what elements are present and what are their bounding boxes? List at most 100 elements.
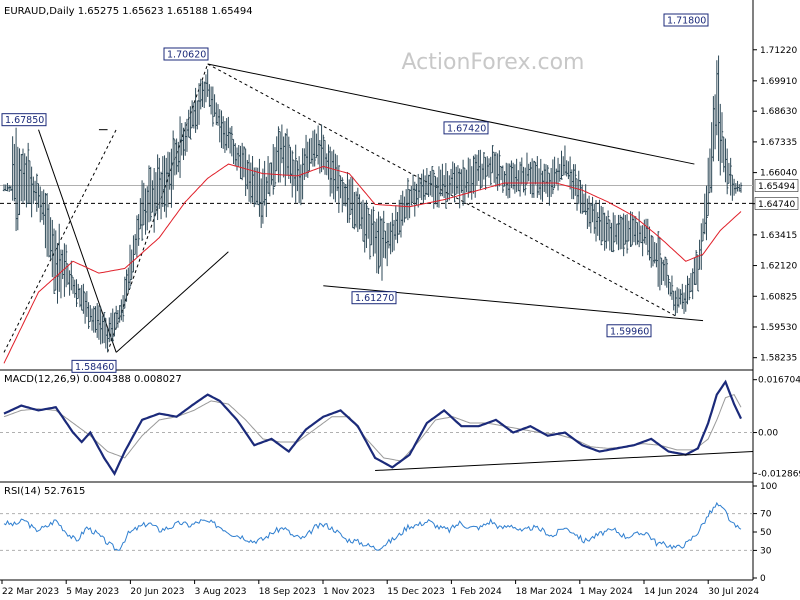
price-bar	[665, 258, 668, 288]
time-tick-label: 20 Jun 2023	[130, 587, 184, 597]
price-level-label: 1.61270	[351, 291, 397, 305]
price-tick-label: 1.68630	[760, 107, 797, 117]
price-bar	[663, 256, 667, 286]
macd-tick-label: 0.00	[758, 429, 778, 439]
price-bar	[189, 106, 192, 140]
price-level-label: 1.59960	[606, 324, 652, 338]
price-bar	[211, 86, 215, 127]
rsi-tick-label: 30	[760, 546, 772, 556]
macd-panel-bg	[0, 372, 753, 482]
price-bar	[102, 312, 106, 344]
price-bar	[629, 211, 632, 247]
svg-text:1.67850: 1.67850	[5, 115, 44, 126]
price-bar	[82, 283, 85, 314]
price-bar	[137, 214, 140, 246]
price-bar	[149, 166, 152, 222]
price-grid	[0, 185, 753, 204]
price-bar	[729, 157, 732, 196]
price-bar	[489, 156, 492, 186]
svg-text:1.59960: 1.59960	[610, 326, 649, 337]
price-tick-label: 1.63415	[760, 231, 797, 241]
time-tick-label: 18 Sep 2023	[259, 587, 316, 597]
support-price-box: 1.64740	[754, 197, 799, 210]
time-tick-label: 5 May 2023	[66, 587, 119, 597]
rsi-line	[3, 501, 742, 551]
price-bar	[121, 295, 125, 322]
current-price-box: 1.65494	[754, 179, 799, 192]
price-bar	[707, 157, 710, 217]
price-bar	[377, 211, 380, 274]
price-tick-label: 1.69910	[760, 77, 797, 87]
macd-trendline	[375, 451, 754, 472]
price-bar	[75, 279, 78, 307]
price-bar	[560, 150, 563, 180]
rsi-title: RSI(14) 52.7615	[4, 486, 85, 497]
price-tick-label: 1.62120	[760, 262, 797, 272]
price-bar	[720, 112, 724, 163]
price-bar	[52, 228, 56, 294]
price-bar	[291, 150, 294, 198]
price-bar	[406, 178, 410, 221]
trendline	[207, 63, 695, 165]
price-tick-label: 1.58235	[760, 354, 797, 364]
price-bar	[551, 159, 555, 195]
rsi-axis: 100 70 50 30 0	[753, 482, 777, 584]
price-bar	[501, 165, 505, 193]
svg-text:1.58460: 1.58460	[75, 362, 114, 373]
time-tick-label: 18 Mar 2024	[516, 587, 573, 597]
price-bar	[656, 231, 660, 287]
time-tick-label: 1 Nov 2023	[323, 587, 375, 597]
price-bar	[546, 165, 549, 198]
trendline	[38, 129, 117, 353]
macd-title: MACD(12,26,9) 0.004388 0.008027	[4, 374, 182, 385]
time-tick-label: 30 Jul 2024	[708, 587, 759, 597]
price-bar	[694, 250, 698, 285]
price-bar	[87, 302, 90, 329]
price-bar	[242, 146, 246, 178]
price-bar	[606, 210, 610, 242]
price-bar	[230, 126, 234, 157]
svg-text:1.64740: 1.64740	[758, 200, 795, 210]
price-bar	[287, 136, 290, 179]
price-bar	[430, 166, 434, 198]
price-bar	[294, 144, 297, 203]
price-bar	[453, 163, 456, 203]
time-axis: 22 Mar 2023 5 May 2023 20 Jun 2023 3 Aug 20…	[1, 580, 759, 597]
price-bar	[365, 200, 368, 249]
price-bar	[625, 214, 629, 254]
macd-axis: 0.016704 0.00 -0.012869	[753, 376, 800, 479]
price-bar	[599, 205, 603, 246]
price-bar	[667, 274, 670, 295]
price-bar	[524, 167, 527, 196]
price-bar	[700, 223, 703, 270]
price-bar	[670, 275, 674, 300]
trendline	[115, 251, 229, 353]
price-bar	[622, 213, 625, 257]
price-tick-label: 1.71220	[760, 46, 797, 56]
price-bar	[26, 142, 30, 204]
price-level-label: 1.58460	[71, 359, 117, 373]
price-axis: 1.71220 1.69910 1.68630 1.67335 1.66040 1.647…	[753, 46, 799, 364]
price-bar	[322, 134, 325, 170]
price-bar	[277, 126, 280, 183]
price-bar	[64, 244, 68, 288]
price-bar	[491, 145, 494, 174]
price-bar	[372, 206, 375, 257]
price-level-label: 1.67420	[443, 121, 489, 135]
price-bar	[658, 237, 662, 291]
price-bar	[739, 182, 743, 193]
price-panel-bg	[0, 0, 753, 370]
price-level-label: 1.67850	[1, 113, 47, 127]
price-bar	[725, 148, 729, 195]
price-level-label: 1.71800	[663, 13, 709, 27]
price-bar	[111, 308, 114, 342]
price-bar	[366, 207, 370, 239]
price-bar	[738, 184, 741, 192]
svg-text:1.67420: 1.67420	[447, 123, 486, 134]
rsi-tick-label: 100	[760, 482, 777, 492]
price-bar	[688, 277, 691, 301]
macd-main-line	[3, 379, 742, 476]
time-tick-label: 1 May 2024	[580, 587, 633, 597]
price-bar	[696, 254, 700, 292]
